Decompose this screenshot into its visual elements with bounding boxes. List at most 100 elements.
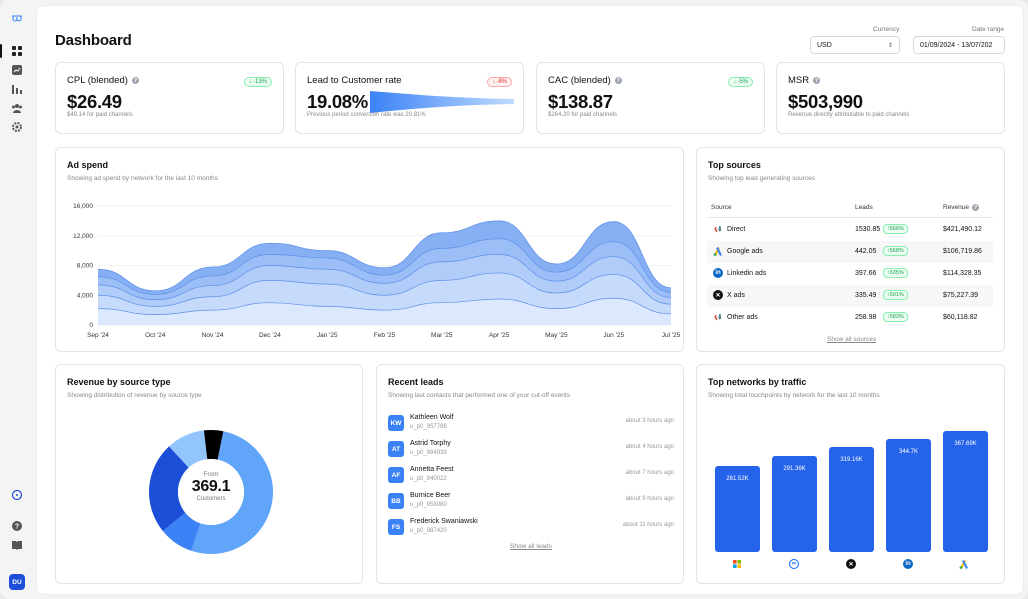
date-range-input[interactable]: 01/09/2024 - 13/07/202 [913, 36, 1005, 54]
table-divider [707, 217, 993, 218]
donut-slice[interactable] [191, 431, 274, 554]
area-series-line [97, 238, 672, 295]
help-icon[interactable]: ? [813, 77, 821, 84]
show-all-leads-link[interactable]: Show all leads [510, 543, 552, 550]
google-ads-icon [959, 559, 969, 569]
lead-avatar: FS [388, 519, 404, 535]
y-tick-label: 16,000 [73, 203, 93, 210]
growth-badge: ↑ 635% [883, 268, 908, 278]
lead-time: about 11 hours ago [622, 522, 674, 528]
megaphone-icon: 📢 [714, 226, 722, 233]
y-tick-label: 8,000 [77, 263, 94, 270]
y-tick-label: 4,000 [77, 292, 94, 299]
growth-badge: ↑ 583% [883, 312, 908, 322]
growth-badge: ↑ 591% [883, 290, 908, 300]
list-item[interactable]: FS Frederick Swaniawski u_p0_987420 abou… [388, 517, 674, 541]
revenue-donut-chart [149, 430, 274, 554]
revenue-value: $114,328.35 [943, 270, 982, 277]
list-item[interactable]: BB Burnice Beer u_p0_958080 about 9 hour… [388, 491, 674, 515]
help-icon[interactable]: ? [614, 77, 622, 84]
kpi-title: CAC (blended)? [548, 75, 622, 86]
lead-id: u_p0_987420 [410, 528, 447, 534]
card-subtitle: Showing ad spend by network for the last… [67, 175, 219, 182]
revenue-value: $60,118.82 [943, 314, 978, 321]
currency-select[interactable]: USD ⇕ [810, 36, 900, 54]
donut-slice[interactable] [203, 430, 224, 460]
area-series-line [97, 272, 672, 307]
table-row[interactable]: 📢 Other ads 258.98 ↑ 583% $60,118.82 [707, 307, 993, 329]
arrow-down-icon: ↓ [248, 79, 252, 85]
arrow-down-icon: ↓ [492, 79, 496, 85]
list-item[interactable]: AF Annetta Feest u_p0_940022 about 7 hou… [388, 465, 674, 489]
network-bar[interactable] [772, 456, 817, 552]
table-row[interactable]: in Linkedin ads 397.66 ↑ 635% $114,328.3… [707, 263, 993, 285]
help-icon[interactable]: ? [11, 520, 23, 532]
column-header-leads[interactable]: Leads [855, 204, 873, 211]
megaphone-icon: 📢 [714, 314, 722, 321]
arrow-down-icon: ↓ [733, 79, 737, 85]
growth-value: 568% [889, 248, 904, 254]
table-row[interactable]: 📢 Direct 1530.85 ↑ 566% $421,490.12 [707, 219, 993, 241]
x-tick-label: Feb '25 [374, 332, 396, 339]
lead-name: Burnice Beer [410, 492, 451, 499]
chevron-updown-icon: ⇕ [887, 42, 893, 49]
user-avatar[interactable]: DU [9, 574, 25, 590]
top-networks-card: Top networks by traffic Showing total to… [696, 364, 1005, 584]
bar-value-label: 291.36K [783, 466, 806, 473]
network-bar[interactable] [715, 465, 760, 552]
top-sources-card: Top sources Showing top lead generating … [696, 147, 1005, 352]
show-all-sources-link[interactable]: Show all sources [827, 336, 877, 343]
area-series[interactable] [98, 298, 671, 325]
donut-slice[interactable] [162, 512, 201, 551]
network-bar[interactable] [886, 438, 931, 552]
kpi-value: $26.49 [67, 91, 122, 112]
donut-center-label: From [203, 471, 219, 478]
network-bar[interactable] [829, 447, 874, 552]
kpi-subtitle: Previous period conversion rate was 20.8… [307, 112, 426, 118]
column-header-revenue[interactable]: Revenue? [943, 204, 980, 211]
x-tick-label: Nov '24 [202, 332, 224, 339]
growth-badge: ↑ 566% [883, 224, 908, 234]
donut-slice[interactable] [149, 446, 189, 531]
users-icon[interactable] [11, 102, 23, 114]
book-icon[interactable] [11, 539, 23, 551]
kpi-card-cac: CAC (blended)? ↓ -5% $138.87 $264.20 for … [536, 62, 765, 134]
x-tick-label: Dec '24 [259, 332, 281, 339]
help-icon[interactable]: ? [131, 77, 139, 84]
dashboard-icon[interactable] [11, 45, 23, 57]
revenue-value: $421,490.12 [943, 226, 982, 233]
trend-chart-icon[interactable] [11, 64, 23, 76]
network-bar[interactable] [943, 431, 988, 552]
badge-value: -13% [252, 79, 267, 85]
settings-gear-icon[interactable] [11, 121, 23, 133]
table-row[interactable]: Google ads 442.05 ↑ 568% $106,719.86 [707, 241, 993, 263]
donut-slice[interactable] [169, 430, 208, 468]
lead-time: about 9 hours ago [625, 496, 674, 502]
area-series[interactable] [98, 220, 671, 295]
area-series[interactable] [98, 238, 671, 300]
conversion-funnel-graphic [370, 91, 514, 113]
source-name: Linkedin ads [727, 270, 767, 277]
card-subtitle: Showing distribution of revenue by sourc… [67, 392, 202, 399]
table-row[interactable]: ✕ X ads 335.49 ↑ 591% $75,227.39 [707, 285, 993, 307]
growth-value: 566% [889, 226, 904, 232]
card-title: Ad spend [67, 160, 109, 170]
kpi-title: MSR? [788, 75, 821, 86]
help-icon[interactable]: ? [972, 204, 980, 211]
bar-chart-icon[interactable] [11, 83, 23, 95]
area-series[interactable] [98, 254, 671, 307]
trend-badge: ↓ -5% [728, 77, 753, 87]
kpi-subtitle: $264.20 for paid channels [548, 112, 618, 118]
logo-icon[interactable] [11, 12, 23, 24]
donut-center-value: 369.1 [191, 478, 231, 495]
list-item[interactable]: AT Astrid Torphy u_p0_984939 about 4 hou… [388, 439, 674, 463]
kpi-card-lead-rate: Lead to Customer rate ↓ -8% 19.08% Previo… [295, 62, 524, 134]
area-series-line [97, 297, 672, 315]
donut-hole [178, 459, 244, 525]
donut-center: From 369.1 Customers [181, 471, 241, 502]
list-item[interactable]: KW Kathleen Wolf u_p0_957786 about 3 hou… [388, 413, 674, 437]
ad-spend-chart: 0 4,000 8,000 12,000 16,000 Sep '24 Oct '24 Nov… [73, 203, 681, 339]
column-header-source[interactable]: Source [711, 204, 732, 211]
timer-icon[interactable] [11, 489, 23, 501]
